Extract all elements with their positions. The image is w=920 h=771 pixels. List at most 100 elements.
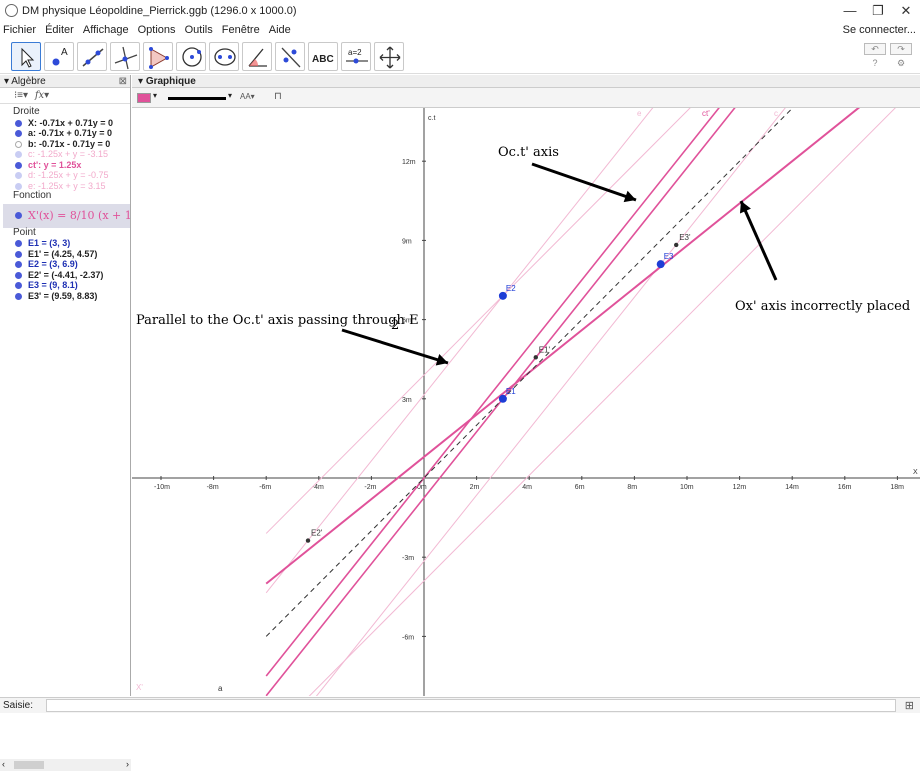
visibility-toggle-icon[interactable] [15, 292, 22, 300]
title-bar: DM physique Léopoldine_Pierrick.ggb (129… [0, 0, 920, 22]
line-d[interactable] [265, 108, 920, 696]
undo-button[interactable]: ↶ [864, 43, 886, 55]
visibility-toggle-icon[interactable] [15, 119, 22, 127]
visibility-toggle-icon[interactable] [15, 151, 22, 158]
line-ct[interactable] [265, 108, 920, 677]
line-a-diagonal[interactable] [265, 108, 920, 637]
scroll-left-icon[interactable]: ‹ [2, 759, 5, 769]
point-label: E2' [311, 529, 323, 538]
restore-button[interactable]: ❐ [872, 3, 884, 18]
menu-outils[interactable]: Outils [184, 24, 213, 36]
lock-icon[interactable]: ⊓ [274, 91, 282, 102]
algebra-item[interactable]: E2' = (-4.41, -2.37) [0, 270, 130, 281]
scroll-right-icon[interactable]: › [126, 759, 129, 769]
visibility-toggle-icon[interactable] [15, 161, 22, 169]
visibility-toggle-icon[interactable] [15, 211, 22, 219]
algebra-item[interactable]: E1 = (3, 3) [0, 238, 130, 249]
x-tick-label: 18m [890, 484, 904, 491]
sort-icon[interactable]: ⁝≡▾ [14, 90, 29, 101]
perpendicular-tool-button[interactable] [110, 42, 140, 71]
move-view-tool-button[interactable] [374, 42, 404, 71]
algebra-item[interactable]: X: -0.71x + 0.71y = 0 [0, 118, 130, 129]
close-panel-icon[interactable]: ⊠ [118, 76, 127, 87]
graphics-canvas[interactable]: -10m -8m -6m -4m -2m 0m 2m 4m 6m 8m 10m 12m 14m 16m 18… [132, 108, 920, 696]
line-e[interactable] [265, 108, 920, 594]
point-label: E2 [506, 284, 516, 293]
scrollbar-thumb[interactable] [14, 761, 44, 769]
algebra-item[interactable]: E1' = (4.25, 4.57) [0, 249, 130, 260]
chevron-down-icon[interactable]: ▾ [228, 91, 233, 100]
color-swatch-button[interactable] [137, 93, 151, 103]
visibility-toggle-icon[interactable] [15, 261, 22, 268]
menu-affichage[interactable]: Affichage [82, 24, 129, 36]
group-title[interactable]: Fonction [13, 190, 52, 201]
algebra-item[interactable]: E2 = (3, 6.9) [0, 259, 130, 270]
login-link[interactable]: Se connecter... [842, 24, 916, 36]
algebra-item[interactable]: E3 = (9, 8.1) [0, 280, 130, 291]
x-axis-label: X [913, 469, 918, 476]
line-parallel-lower[interactable] [266, 108, 920, 696]
algebra-item-text: E1 = (3, 3) [28, 238, 71, 248]
visibility-toggle-icon[interactable] [15, 140, 22, 148]
line-style-button[interactable] [168, 97, 226, 100]
help-icon[interactable]: ? [872, 58, 878, 68]
minimize-button[interactable]: — [843, 3, 857, 18]
settings-icon[interactable]: ⚙ [896, 58, 906, 68]
graphics-view[interactable]: -10m -8m -6m -4m -2m 0m 2m 4m 6m 8m 10m 12m 14m 16m 18… [132, 108, 920, 696]
text-tool-button[interactable]: ABC [308, 42, 338, 71]
line-label: e [637, 109, 642, 118]
function-item[interactable]: X'(x) = 8/10 (x + 1 [3, 203, 130, 228]
point-e3-prime[interactable] [674, 242, 679, 248]
menu-editer[interactable]: Éditer [45, 24, 74, 36]
polygon-tool-button[interactable] [143, 42, 173, 71]
algebra-item[interactable]: c: -1.25x + y = -3.15 [0, 149, 130, 160]
line-c[interactable] [266, 108, 920, 696]
point-tool-button[interactable]: A [44, 42, 74, 71]
group-title[interactable]: Droite [13, 106, 40, 117]
horizontal-scrollbar[interactable]: ‹ › [0, 759, 131, 771]
algebra-item[interactable]: ct': y = 1.25x [0, 160, 130, 171]
menu-aide[interactable]: Aide [268, 24, 291, 36]
collapse-arrow-icon[interactable]: ▾ [4, 76, 12, 87]
collapse-arrow-icon[interactable]: ▾ [138, 76, 146, 87]
chevron-down-icon[interactable]: ▾ [153, 91, 158, 100]
visibility-toggle-icon[interactable] [15, 130, 22, 137]
algebra-item[interactable]: E3' = (9.59, 8.83) [0, 291, 130, 302]
algebra-item[interactable]: d: -1.25x + y = -0.75 [0, 170, 130, 181]
point-e1-prime[interactable] [533, 355, 538, 360]
circle-tool-button[interactable] [176, 42, 206, 71]
visibility-toggle-icon[interactable] [15, 182, 22, 190]
visibility-toggle-icon[interactable] [15, 271, 22, 279]
group-title[interactable]: Point [13, 226, 36, 238]
menu-options[interactable]: Options [137, 24, 176, 36]
ellipse-tool-button[interactable] [209, 42, 239, 71]
menu-fenetre[interactable]: Fenêtre [221, 24, 260, 36]
visibility-toggle-icon[interactable] [15, 250, 22, 258]
line-tool-button[interactable] [77, 42, 107, 71]
move-tool-button[interactable] [11, 42, 41, 71]
redo-button[interactable]: ↷ [890, 43, 912, 55]
angle-tool-button[interactable] [242, 42, 272, 71]
slider-tool-button[interactable]: a=2 [341, 42, 371, 71]
input-field[interactable] [46, 699, 896, 712]
function-icon[interactable]: fx▾ [34, 90, 50, 101]
keyboard-icon[interactable]: ⊞ [904, 700, 914, 712]
label-style-icon[interactable]: AA▾ [240, 92, 255, 101]
algebra-item[interactable]: b: -0.71x - 0.71y = 0 [0, 139, 130, 150]
visibility-toggle-icon[interactable] [15, 240, 22, 247]
visibility-toggle-icon[interactable] [15, 172, 22, 179]
visibility-toggle-icon[interactable] [15, 282, 22, 289]
close-button[interactable]: ✕ [900, 3, 912, 18]
line-x-prime[interactable] [265, 108, 920, 585]
cursor-arrow-icon [21, 47, 35, 68]
point-e2[interactable] [498, 291, 507, 300]
point-e1[interactable] [498, 394, 507, 403]
menu-fichier[interactable]: Fichier [3, 24, 37, 36]
point-e3[interactable] [656, 260, 665, 269]
algebra-item[interactable]: a: -0.71x + 0.71y = 0 [0, 128, 130, 139]
reflect-tool-button[interactable] [275, 42, 305, 71]
graphics-title: Graphique [145, 76, 196, 87]
algebra-item-text: E3 = (9, 8.1) [28, 280, 78, 290]
algebra-item[interactable]: e: -1.25x + y = 3.15 [0, 181, 130, 192]
point-e2-prime[interactable] [305, 538, 311, 543]
